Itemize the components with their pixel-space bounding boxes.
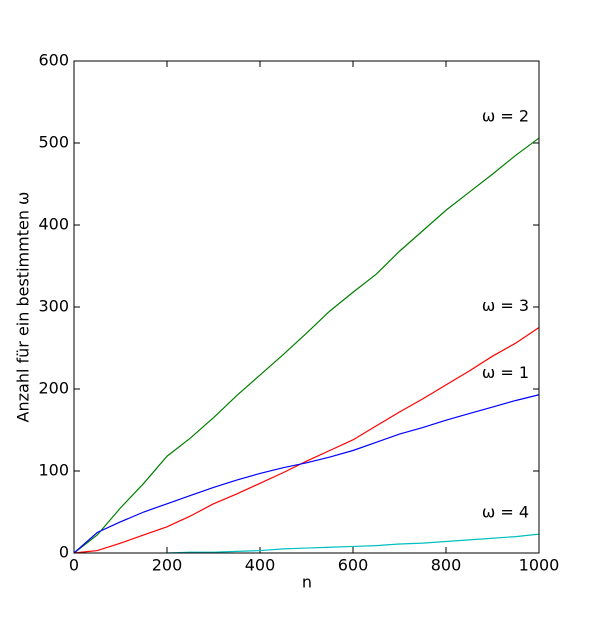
series-line (73, 394, 540, 554)
series-label: ω = 1 (482, 363, 529, 382)
series-label: ω = 2 (482, 107, 529, 126)
series-label: ω = 3 (482, 296, 529, 315)
y-tick-label: 400 (38, 215, 69, 234)
y-tick-label: 300 (38, 297, 69, 316)
y-tick-label: 200 (38, 379, 69, 398)
x-tick-label: 800 (431, 556, 462, 575)
series-line (73, 327, 540, 554)
x-tick-label: 600 (338, 556, 369, 575)
x-tick-label: 200 (152, 556, 183, 575)
y-tick-label: 0 (59, 543, 69, 562)
series-line (166, 533, 540, 554)
y-tick-label: 100 (38, 461, 69, 480)
x-tick-label: 1000 (519, 556, 560, 575)
x-axis-label: n (302, 573, 312, 592)
y-axis-label: Anzahl für ein bestimmten ω (14, 192, 33, 423)
plot-frame (73, 60, 540, 554)
series-line (73, 137, 540, 554)
series-label: ω = 4 (482, 503, 529, 522)
y-tick-label: 600 (38, 51, 69, 70)
x-tick-label: 0 (69, 556, 79, 575)
y-tick-label: 500 (38, 133, 69, 152)
x-tick-label: 400 (245, 556, 276, 575)
